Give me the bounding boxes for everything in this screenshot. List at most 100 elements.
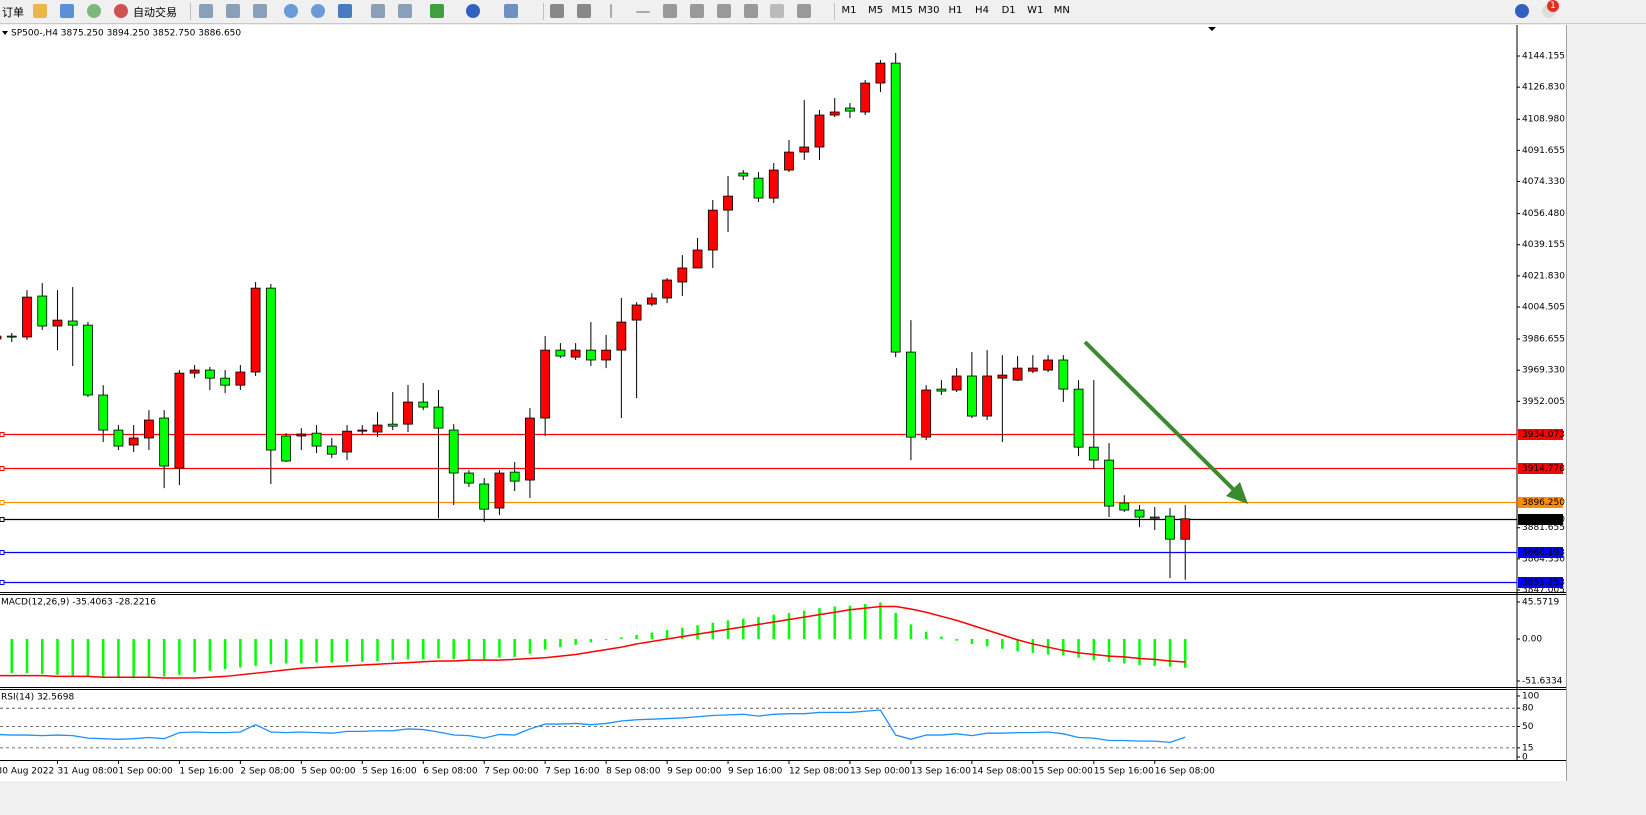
y-tick-label: 3952.005 — [1522, 397, 1565, 407]
macd-bar — [574, 639, 577, 645]
macd-bar — [330, 639, 334, 663]
candle-body — [1058, 359, 1069, 390]
candle-body — [723, 195, 733, 211]
notification-badge[interactable]: 1 — [1547, 0, 1559, 12]
icon[interactable] — [550, 4, 564, 18]
macd-bar — [650, 632, 654, 640]
trend-arrow-head — [1226, 482, 1248, 504]
icon[interactable] — [87, 4, 101, 18]
x-tick-label: 9 Sep 16:00 — [728, 767, 783, 777]
y-tick-label: 4004.505 — [1522, 302, 1565, 312]
search-icon[interactable] — [1515, 4, 1529, 18]
icon[interactable] — [338, 4, 352, 18]
toolbar: 订单 自动交易 M1 M5 M15 M30 H1 H4 D1 W1 MN 1 — [0, 0, 1646, 24]
candle-body — [357, 429, 368, 432]
icon[interactable] — [371, 4, 385, 18]
candle-body — [753, 177, 764, 199]
x-tick-label: 9 Sep 00:00 — [667, 767, 722, 777]
icon[interactable] — [430, 4, 444, 18]
icon[interactable] — [636, 11, 650, 13]
y-tick-label: 4074.330 — [1522, 177, 1565, 187]
candle-body — [570, 349, 581, 358]
macd-bar — [833, 606, 836, 640]
macd-bar — [1062, 639, 1065, 656]
icon[interactable] — [577, 4, 591, 18]
y-tick-label: 100 — [1522, 691, 1539, 701]
candle-body — [0, 335, 2, 340]
icon[interactable] — [663, 4, 677, 18]
macd-bar — [56, 639, 59, 675]
x-tick-label: 6 Sep 08:00 — [423, 767, 478, 777]
macd-bar — [1138, 639, 1141, 666]
icon[interactable] — [610, 4, 612, 18]
macd-bar — [1168, 639, 1172, 667]
macd-bar — [1092, 639, 1096, 661]
level-label: 3914.778 — [1522, 464, 1565, 474]
candle-body — [799, 146, 810, 153]
macd-bar — [498, 639, 501, 658]
y-tick-label: 3847.005 — [1522, 586, 1565, 596]
timeframe-button[interactable]: M30 — [918, 5, 940, 16]
macd-bar — [25, 639, 29, 674]
timeframe-button[interactable]: W1 — [1027, 5, 1044, 16]
x-tick-label: 15 Sep 00:00 — [1033, 767, 1093, 777]
y-tick-label: 80 — [1522, 704, 1534, 714]
y-tick-label: 3881.655 — [1522, 523, 1565, 533]
macd-bar — [376, 639, 379, 661]
shift-marker — [1208, 27, 1216, 31]
timeframe-button[interactable]: MN — [1053, 5, 1070, 16]
macd-bar — [254, 639, 257, 666]
macd-bar — [742, 618, 745, 640]
x-tick-label: 16 Sep 08:00 — [1155, 767, 1215, 777]
icon[interactable] — [770, 4, 784, 18]
macd-bar — [193, 639, 196, 673]
icon[interactable] — [199, 4, 213, 18]
macd-bar — [1031, 639, 1035, 653]
y-tick-label: 50 — [1522, 722, 1534, 732]
icon[interactable] — [226, 4, 240, 18]
icon[interactable] — [398, 4, 412, 18]
icon[interactable] — [114, 4, 128, 18]
level-label: 3886.650 — [1522, 515, 1565, 525]
macd-bar — [1001, 639, 1004, 649]
chart-background — [0, 25, 1566, 781]
x-tick-label: 1 Sep 16:00 — [179, 767, 234, 777]
candle-body — [83, 324, 93, 396]
macd-bar — [132, 639, 135, 678]
macd-bar — [696, 625, 699, 640]
macd-bar — [620, 637, 623, 640]
macd-bar — [101, 639, 105, 678]
timeframe-button[interactable]: M1 — [841, 5, 857, 16]
icon[interactable] — [690, 4, 704, 18]
icon[interactable] — [253, 4, 267, 18]
icon[interactable] — [311, 4, 325, 18]
macd-bar — [802, 610, 806, 640]
timeframe-button[interactable]: H4 — [975, 5, 989, 16]
macd-bar — [421, 639, 425, 660]
timeframe-button[interactable]: M5 — [868, 5, 884, 16]
icon[interactable] — [717, 4, 731, 18]
icon[interactable] — [504, 4, 518, 18]
candle-body — [1149, 516, 1160, 519]
candle-body — [997, 374, 1008, 379]
level-label-box — [1518, 429, 1563, 440]
candle-body — [204, 369, 215, 379]
icon[interactable] — [284, 4, 298, 18]
candle-body — [540, 349, 551, 419]
icon[interactable] — [33, 4, 47, 18]
macd-bar — [406, 639, 410, 660]
timeframe-button[interactable]: D1 — [1001, 5, 1016, 16]
timeframe-button[interactable]: M15 — [891, 5, 913, 16]
candle-body — [113, 429, 124, 447]
icon[interactable] — [466, 4, 480, 18]
icon[interactable] — [797, 4, 811, 18]
candle-body — [677, 267, 688, 283]
auto-trading-button[interactable]: 自动交易 — [133, 6, 177, 19]
icon[interactable] — [744, 4, 758, 18]
timeframe-button[interactable]: H1 — [948, 5, 963, 16]
macd-bar — [985, 639, 989, 647]
candle-body — [860, 82, 871, 113]
order-button[interactable]: 订单 — [2, 6, 24, 19]
icon[interactable] — [60, 4, 74, 18]
macd-bar — [543, 639, 547, 650]
